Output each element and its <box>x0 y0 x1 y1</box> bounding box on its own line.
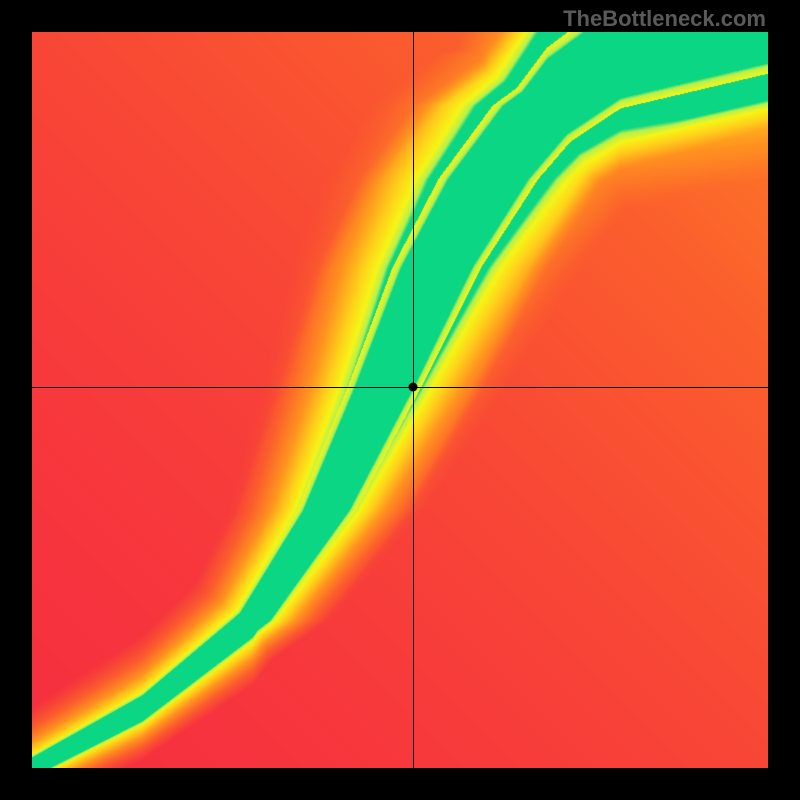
watermark-text: TheBottleneck.com <box>563 6 766 32</box>
crosshair-dot <box>408 383 417 392</box>
crosshair-horizontal <box>32 387 768 388</box>
bottleneck-heatmap <box>32 32 768 768</box>
crosshair-vertical <box>413 32 414 768</box>
heatmap-canvas <box>32 32 768 768</box>
